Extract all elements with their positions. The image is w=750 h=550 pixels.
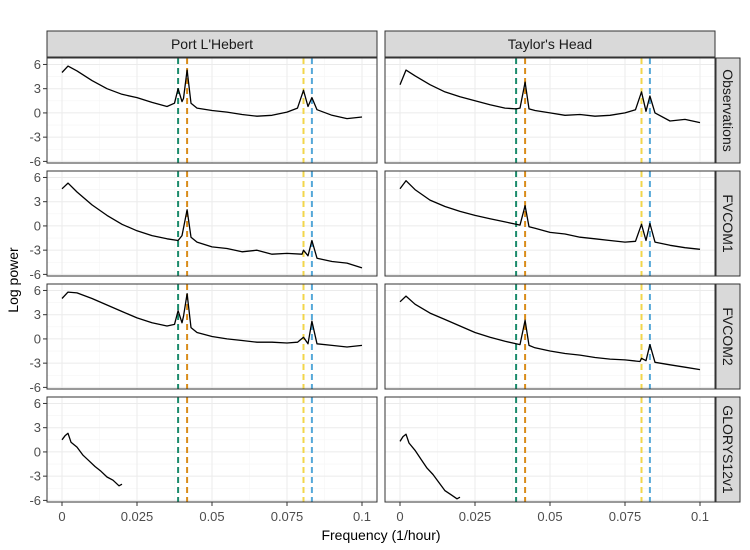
series-line bbox=[61, 432, 123, 487]
row-strip-label: FVCOM2 bbox=[720, 307, 736, 366]
series-line bbox=[399, 69, 701, 124]
y-tick-label: 6 bbox=[34, 170, 41, 185]
panel-frames-layer bbox=[46, 57, 716, 503]
y-tick-label: 6 bbox=[34, 396, 41, 411]
x-tick-label: 0 bbox=[396, 509, 403, 524]
y-tick-label: 0 bbox=[34, 105, 41, 120]
row-strip-label: FVCOM1 bbox=[720, 194, 736, 253]
y-tick-label: 0 bbox=[34, 218, 41, 233]
x-tick-label: 0.025 bbox=[459, 509, 492, 524]
y-axis-title: Log power bbox=[5, 247, 21, 313]
panel-frame bbox=[384, 57, 716, 164]
y-tick-label: -6 bbox=[29, 493, 41, 508]
row-strip-label: GLORYS12v1 bbox=[720, 405, 736, 494]
series-line bbox=[61, 291, 363, 348]
y-tick-label: 3 bbox=[34, 194, 41, 209]
x-tick-label: 0.025 bbox=[121, 509, 154, 524]
y-tick-label: 0 bbox=[34, 331, 41, 346]
x-tick-label: 0.1 bbox=[691, 509, 709, 524]
row-strip bbox=[715, 283, 741, 390]
column-strip bbox=[46, 30, 378, 58]
x-tick-label: 0.05 bbox=[537, 509, 562, 524]
column-strip-label: Port L'Hebert bbox=[171, 36, 253, 52]
y-tick-label: 3 bbox=[34, 420, 41, 435]
y-tick-label: -6 bbox=[29, 267, 41, 282]
reference-lines-layer bbox=[177, 58, 651, 502]
y-tick-label: 6 bbox=[34, 283, 41, 298]
y-tick-label: 0 bbox=[34, 444, 41, 459]
row-strip-label: Observations bbox=[720, 69, 736, 151]
y-tick-label: -6 bbox=[29, 154, 41, 169]
panel-frame bbox=[46, 57, 378, 164]
series-line bbox=[61, 182, 363, 269]
y-tick-label: 3 bbox=[34, 81, 41, 96]
y-tick-label: -3 bbox=[29, 469, 41, 484]
panel-frame bbox=[46, 170, 378, 277]
column-strip bbox=[384, 30, 716, 58]
row-strip bbox=[715, 396, 741, 503]
series-line bbox=[399, 295, 701, 371]
y-tick-label: -6 bbox=[29, 380, 41, 395]
series-layer bbox=[61, 65, 701, 500]
row-strip bbox=[715, 57, 741, 164]
y-tick-label: -3 bbox=[29, 130, 41, 145]
x-tick-label: 0.075 bbox=[271, 509, 304, 524]
series-line bbox=[61, 65, 363, 120]
grid-layer bbox=[47, 58, 715, 502]
x-tick-label: 0.075 bbox=[609, 509, 642, 524]
strips-layer: Port L'Hebert Taylor's Head Observations FV… bbox=[46, 30, 741, 503]
series-line bbox=[399, 180, 701, 250]
panel-frame bbox=[384, 283, 716, 390]
x-tick-label: 0.05 bbox=[199, 509, 224, 524]
y-tick-label: 6 bbox=[34, 57, 41, 72]
x-tick-label: 0 bbox=[58, 509, 65, 524]
y-tick-label: -3 bbox=[29, 243, 41, 258]
series-line bbox=[399, 433, 461, 500]
x-tick-label: 0.1 bbox=[353, 509, 371, 524]
row-strip bbox=[715, 170, 741, 277]
x-axis-title: Frequency (1/hour) bbox=[321, 527, 440, 543]
column-strip-label: Taylor's Head bbox=[508, 36, 592, 52]
y-tick-label: -3 bbox=[29, 356, 41, 371]
panel-frame bbox=[384, 170, 716, 277]
y-tick-label: 3 bbox=[34, 307, 41, 322]
panel-frame bbox=[46, 283, 378, 390]
